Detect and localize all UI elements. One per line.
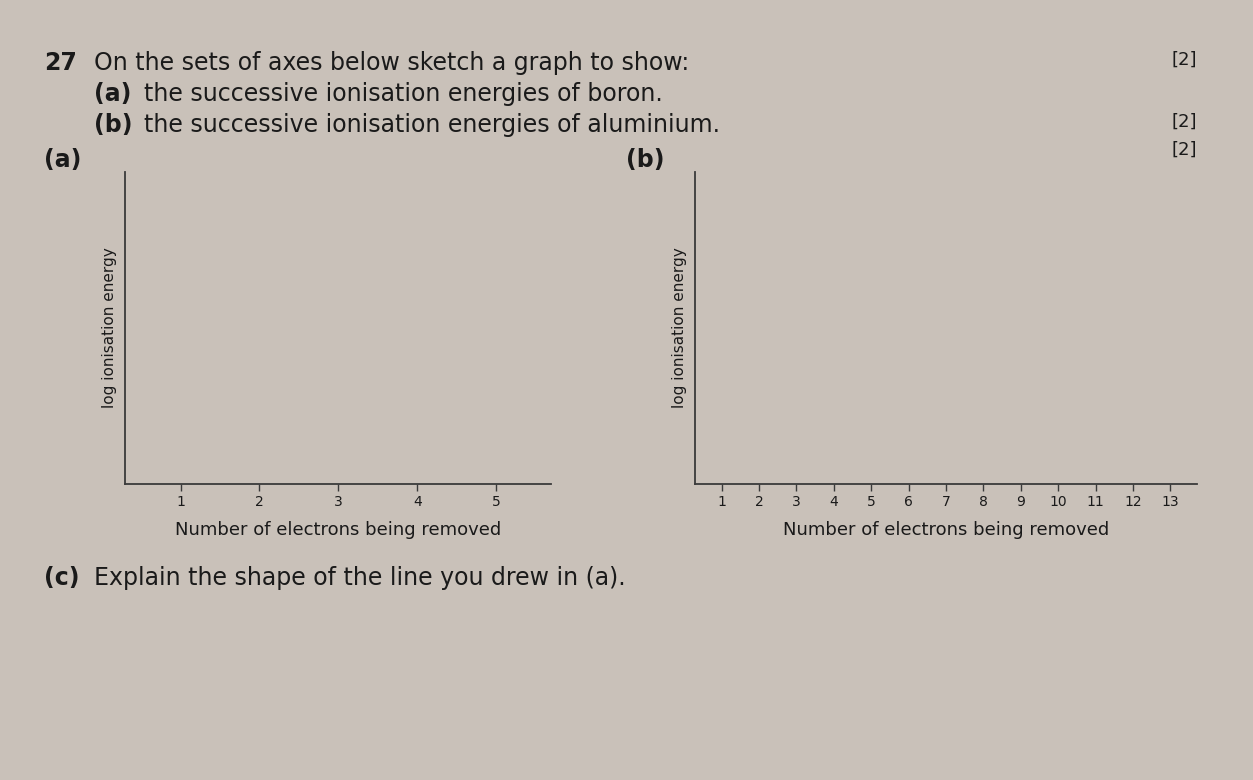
X-axis label: Number of electrons being removed: Number of electrons being removed [175, 520, 501, 538]
Text: [2]: [2] [1172, 140, 1197, 158]
Text: (b): (b) [626, 148, 665, 172]
Text: [2]: [2] [1172, 51, 1197, 69]
Text: 27: 27 [44, 51, 76, 75]
X-axis label: Number of electrons being removed: Number of electrons being removed [783, 520, 1109, 538]
Text: (c): (c) [44, 566, 79, 590]
Text: (b): (b) [94, 113, 133, 137]
Text: (a): (a) [94, 82, 132, 106]
Text: Explain the shape of the line you drew in (a).: Explain the shape of the line you drew i… [94, 566, 625, 590]
Text: On the sets of axes below sketch a graph to show:: On the sets of axes below sketch a graph… [94, 51, 689, 75]
Text: the successive ionisation energies of aluminium.: the successive ionisation energies of al… [144, 113, 720, 137]
Y-axis label: log ionisation energy: log ionisation energy [101, 247, 117, 408]
Text: [2]: [2] [1172, 113, 1197, 131]
Text: (a): (a) [44, 148, 81, 172]
Text: the successive ionisation energies of boron.: the successive ionisation energies of bo… [144, 82, 663, 106]
Y-axis label: log ionisation energy: log ionisation energy [672, 247, 687, 408]
